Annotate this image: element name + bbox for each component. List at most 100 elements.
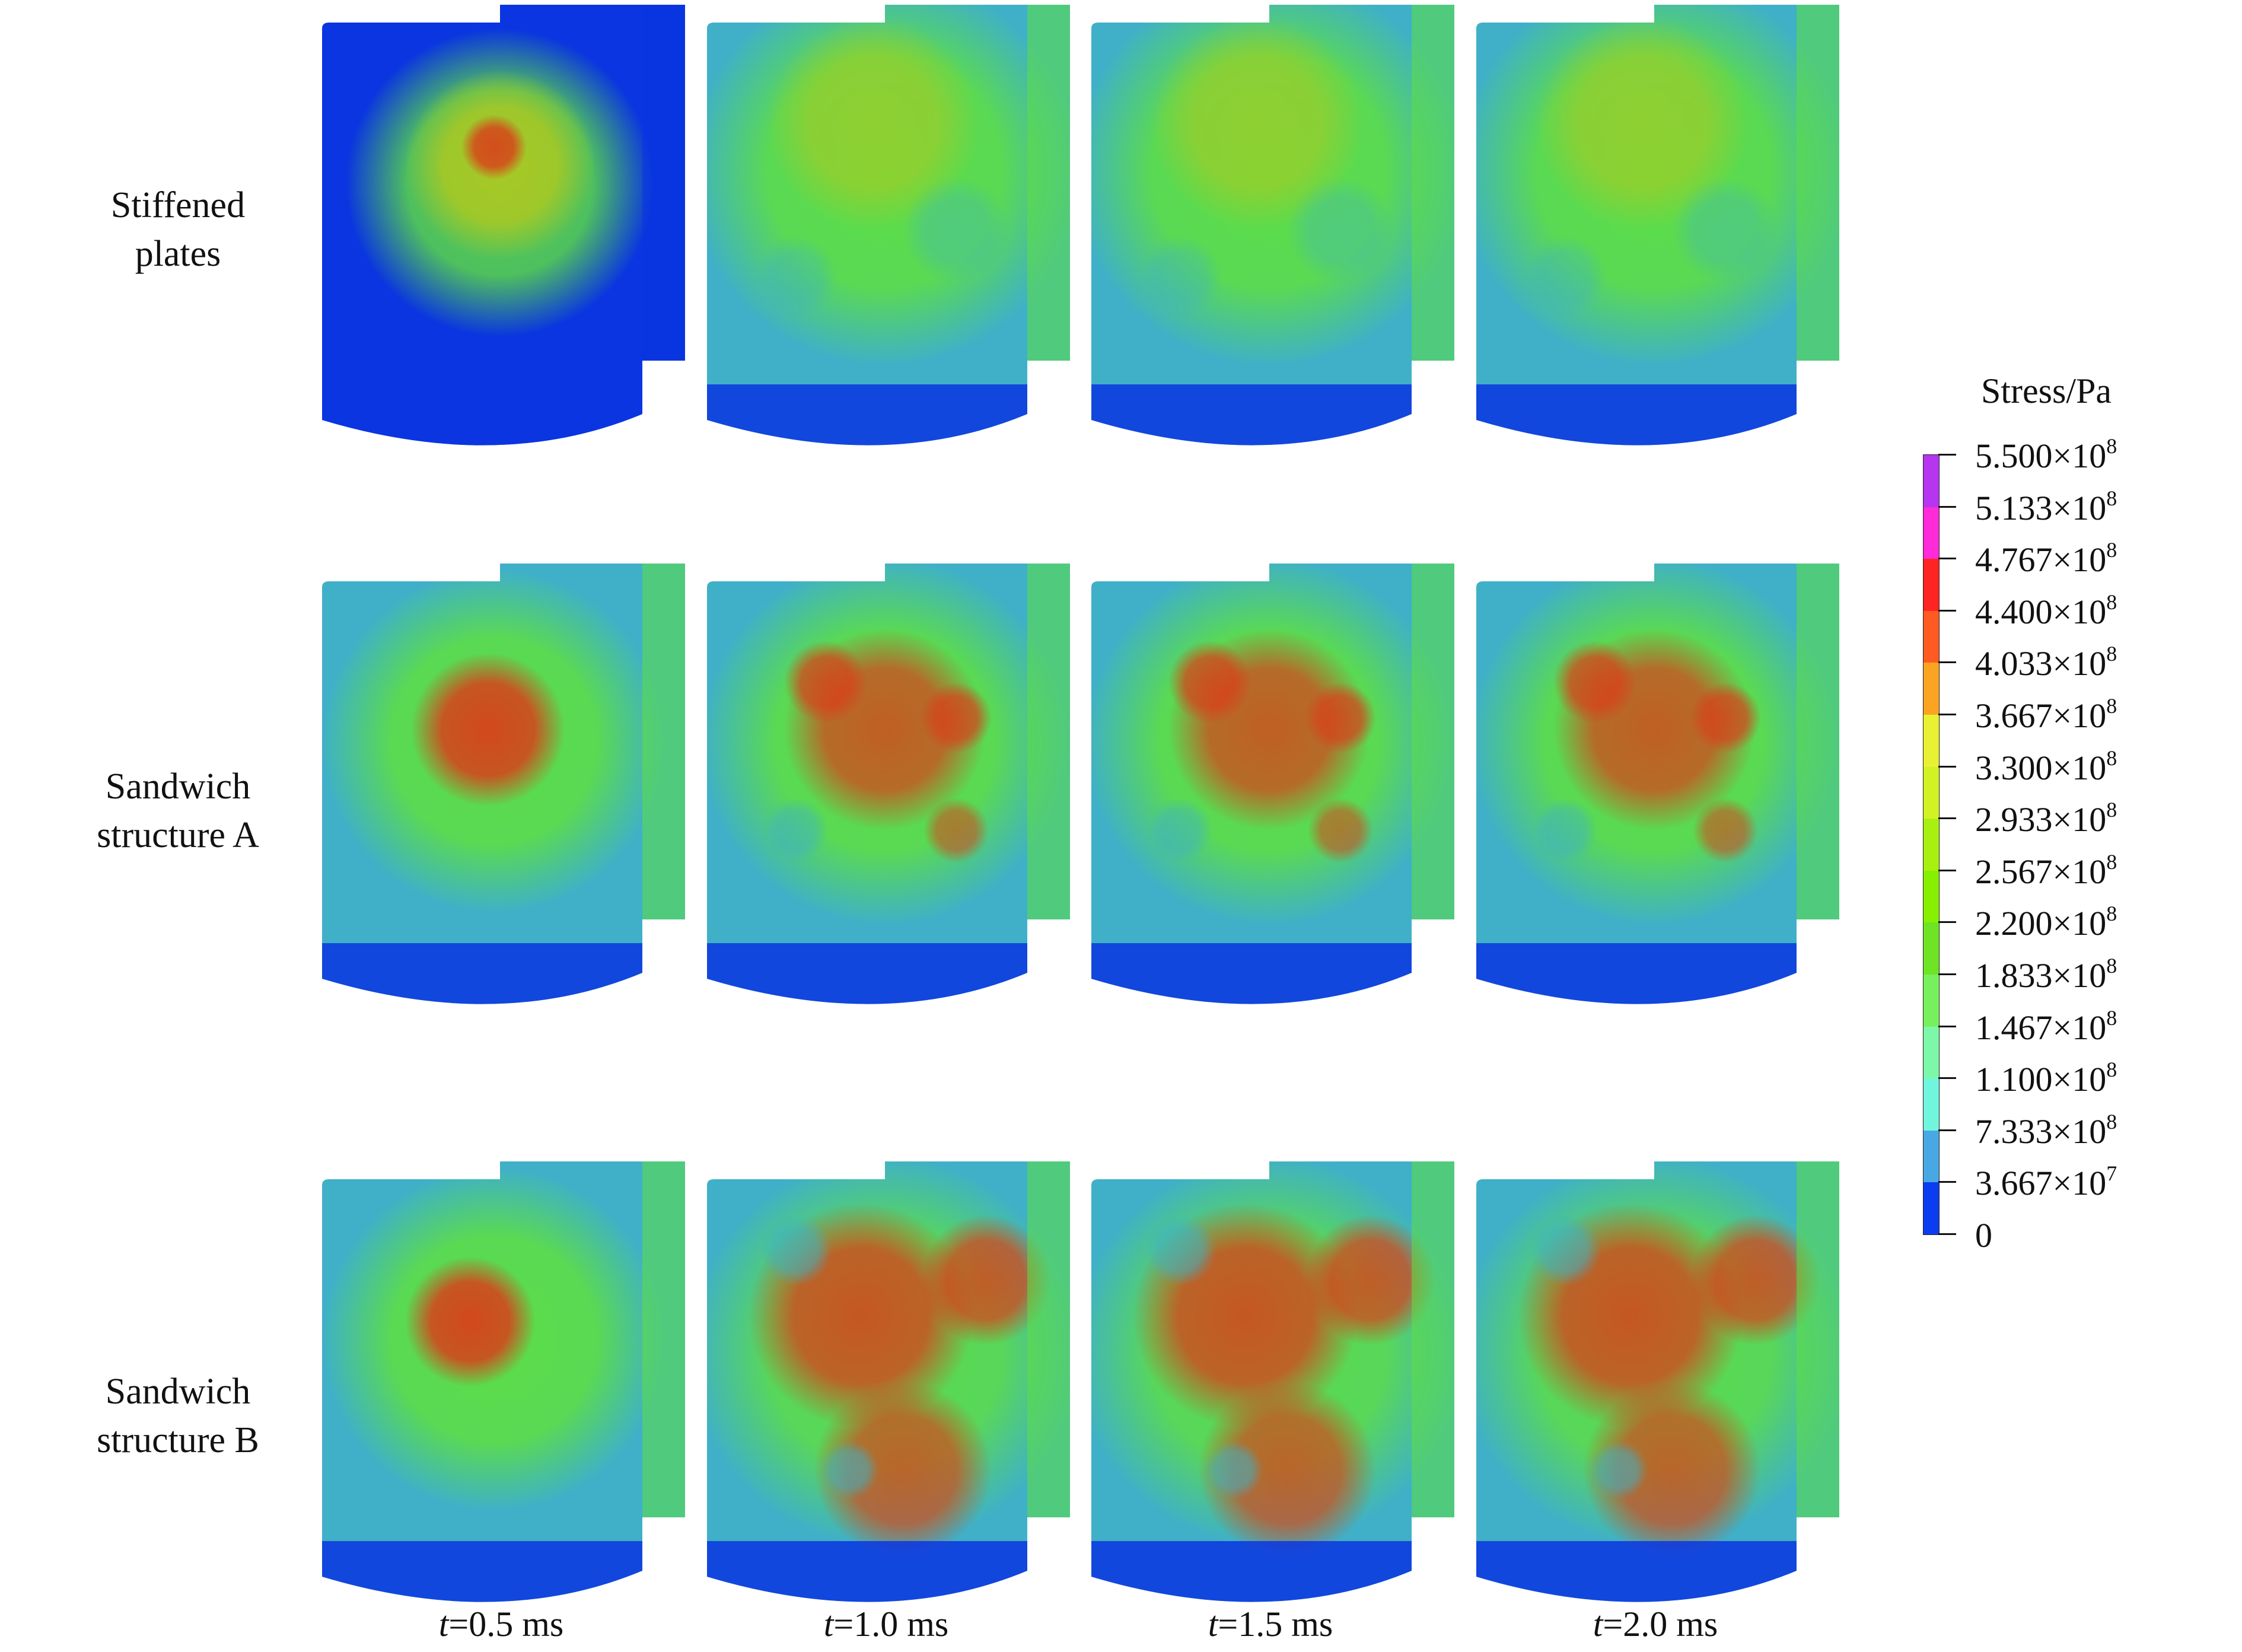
stress-region [1139, 236, 1222, 319]
side-plate [1027, 564, 1070, 919]
color-scale-bar [1923, 454, 1940, 1235]
color-band [1923, 819, 1939, 871]
color-band [1923, 1026, 1939, 1079]
tick-mark [1938, 558, 1956, 560]
tick-exponent: 8 [2106, 849, 2117, 874]
tick-label: 5.133×108 [1975, 487, 2117, 527]
color-band [1923, 559, 1939, 611]
tick-base: ×10 [2052, 592, 2107, 631]
color-band [1923, 663, 1939, 715]
tick-exponent: 8 [2106, 434, 2117, 458]
stress-region [1693, 798, 1758, 863]
tick-base: ×10 [2052, 436, 2107, 475]
tick-base: ×10 [2052, 956, 2107, 995]
tick-label: 4.767×108 [1975, 539, 2117, 580]
color-band [1923, 455, 1939, 507]
tick-exponent: 8 [2106, 746, 2117, 770]
color-band [1923, 1078, 1939, 1131]
color-band [1923, 1182, 1939, 1234]
time-var: t [438, 1605, 449, 1644]
tick-mark [1938, 1025, 1956, 1027]
side-plate [1027, 5, 1070, 361]
tick-base: ×10 [2052, 1112, 2107, 1151]
tick-mark [1938, 765, 1956, 768]
stress-region [1308, 798, 1373, 863]
tick-mantissa: 3.300 [1975, 748, 2053, 787]
stress-region [1553, 641, 1636, 724]
color-band [1923, 974, 1939, 1027]
tick-mark [1938, 454, 1956, 456]
tick-mantissa: 3.667 [1975, 696, 2053, 735]
row-label-line2: structure A [97, 815, 259, 855]
side-plate [1412, 564, 1454, 919]
time-var: t [1593, 1605, 1603, 1644]
tick-mantissa: 2.567 [1975, 852, 2053, 891]
tick-mark [1938, 817, 1956, 820]
stress-region [754, 236, 837, 319]
color-band [1923, 922, 1939, 975]
tick-base: ×10 [2052, 852, 2107, 891]
tick-mantissa: 1.467 [1975, 1008, 2053, 1047]
tick-exponent: 7 [2106, 1161, 2117, 1186]
bottom-region [322, 384, 685, 445]
time-label-2-0ms: t=2.0 ms [1472, 1606, 1839, 1642]
time-value: =2.0 ms [1603, 1605, 1718, 1644]
tick-label: 3.667×107 [1975, 1163, 2117, 1203]
stress-region [760, 1215, 832, 1286]
tick-exponent: 8 [2106, 590, 2117, 614]
tick-label: 4.400×108 [1975, 591, 2117, 631]
tick-mark [1938, 714, 1956, 715]
side-plate [642, 1161, 685, 1517]
color-band [1923, 507, 1939, 559]
tick-exponent: 8 [2106, 1005, 2117, 1030]
tick-mantissa: 5.133 [1975, 488, 2053, 527]
stress-region [1145, 1215, 1216, 1286]
stress-contour-panel [1091, 1161, 1459, 1618]
stress-region [1690, 1215, 1820, 1345]
stress-region [921, 682, 992, 753]
bottom-region [1091, 943, 1454, 1004]
tick-mantissa: 5.500 [1975, 436, 2053, 475]
tick-mark [1938, 609, 1956, 612]
side-plate [642, 564, 685, 919]
side-plate [1027, 1161, 1070, 1517]
tick-base: ×10 [2052, 696, 2107, 735]
tick-label: 1.467×108 [1975, 1007, 2117, 1047]
tick-mark [1938, 973, 1956, 975]
tick-label: 7.333×108 [1975, 1111, 2117, 1151]
tick-base: ×10 [2052, 904, 2107, 943]
time-value: =1.0 ms [833, 1605, 949, 1644]
stress-region [1533, 798, 1598, 863]
bottom-region [322, 943, 685, 1004]
tick-exponent: 8 [2106, 902, 2117, 926]
tick-base: ×10 [2052, 540, 2107, 580]
stress-region [1287, 177, 1394, 284]
tick-exponent: 8 [2106, 1109, 2117, 1134]
tick-label: 5.500×108 [1975, 435, 2117, 475]
row-label-sandwich-b: Sandwich structure B [53, 1367, 302, 1465]
bottom-region [1476, 943, 1839, 1004]
bottom-region [707, 943, 1070, 1004]
tick-mark [1938, 1129, 1956, 1131]
tick-label: 2.200×108 [1975, 903, 2117, 943]
tick-base: ×10 [2052, 1164, 2107, 1203]
time-label-1-0ms: t=1.0 ms [702, 1606, 1070, 1642]
stress-contour-panel [1476, 564, 1844, 1020]
stress-contour-panel [322, 5, 690, 461]
tick-exponent: 8 [2106, 693, 2117, 718]
stress-region [1672, 177, 1779, 284]
time-var: t [1208, 1605, 1218, 1644]
row-label-line2: structure B [97, 1420, 259, 1460]
tick-base: ×10 [2052, 488, 2107, 527]
tick-label: 3.300×108 [1975, 747, 2117, 787]
stress-region [1305, 1215, 1435, 1345]
tick-exponent: 8 [2106, 953, 2117, 978]
color-band [1923, 610, 1939, 663]
stress-contour-panel [707, 1161, 1075, 1618]
color-band [1923, 766, 1939, 819]
time-label-0-5ms: t=0.5 ms [317, 1606, 685, 1642]
stress-contour-panel [1091, 5, 1459, 461]
tick-mark [1938, 1181, 1956, 1183]
tick-exponent: 8 [2106, 486, 2117, 510]
row-label-stiffened-plates: Stiffened plates [53, 181, 302, 278]
